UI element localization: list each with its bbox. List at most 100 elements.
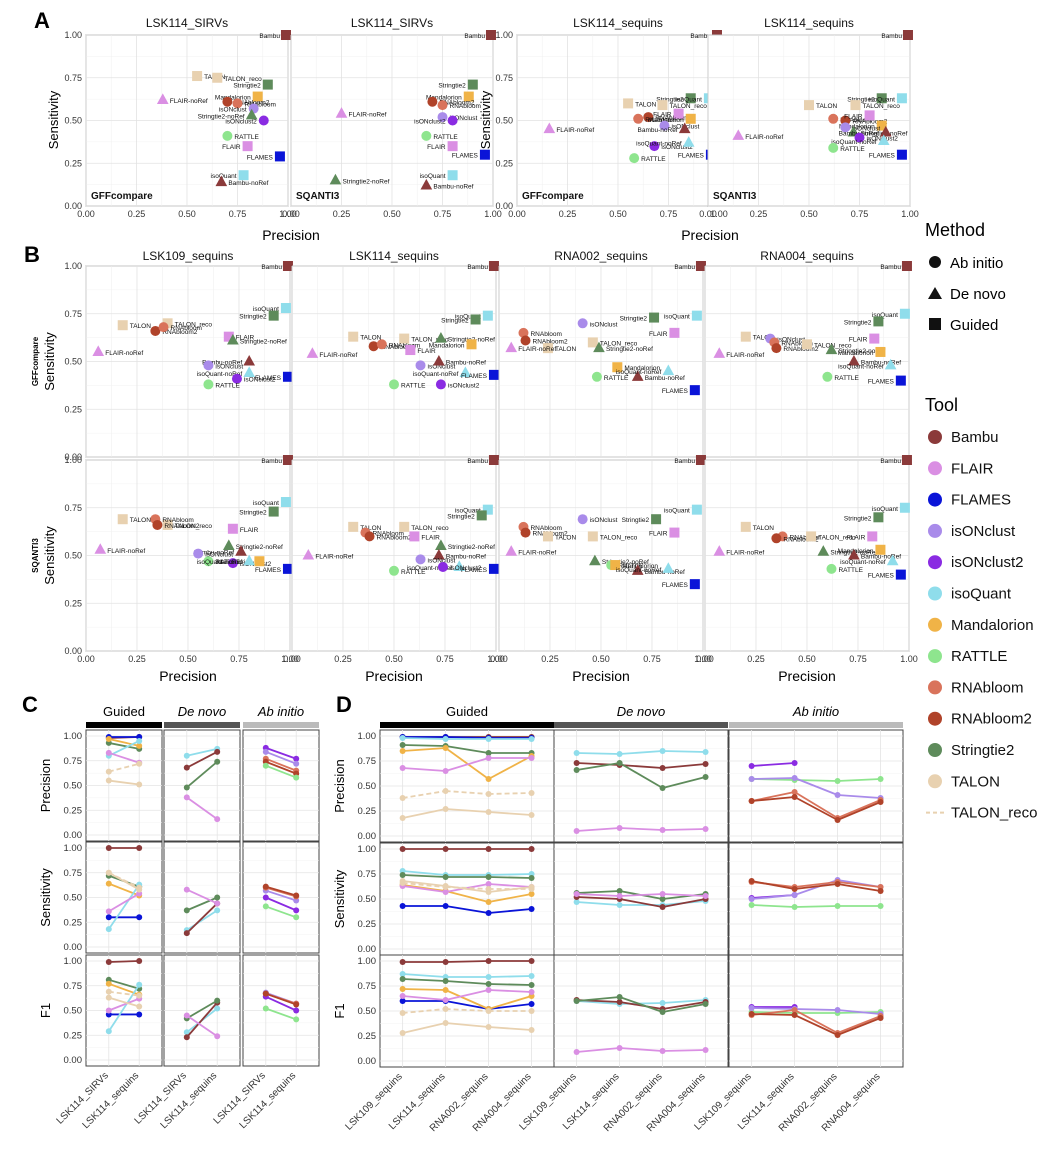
series-line-rnabloom2 [837,1017,881,1036]
series-point-rattle [262,903,269,910]
y-tick-label: 0.25 [64,404,82,414]
marker-rnabloom2 [520,527,531,538]
series-line-talon [402,808,446,819]
y-axis-title: F1 [38,1003,53,1018]
series-point-bambu [485,846,492,852]
point-label: FLAMES [255,567,282,574]
marker-isoquant-noref [453,560,466,571]
series-point-talon_reco [485,791,492,797]
y-tick-label: 0.50 [358,1006,377,1017]
marker-flair [242,141,253,152]
marker-isoquant [899,308,910,319]
series-point-rattle [877,903,884,909]
point-label: Stringtie2 [620,316,648,323]
marker-flair-noref [156,93,169,105]
marker-rattle [222,130,233,141]
series-line-stringtie2-noref [662,1003,706,1013]
marker-flair [669,327,680,338]
point-label: TALON [130,323,151,330]
point-label: FLAMES [662,582,689,589]
series-line-rnabloom2 [794,1014,838,1036]
point-label: FLAMES [452,153,479,160]
point-label: isoQuant [253,306,279,313]
point-label: isoQuant-noRef [616,567,662,574]
marker-rnabloom2 [222,96,233,107]
group-header-label: Ab initio [257,704,304,719]
y-tick-label: 1.00 [495,30,513,40]
point-label: isoQuant-noRef [616,369,662,376]
y-tick-label: 0.25 [64,1030,83,1041]
point-label: TALON [753,525,774,532]
y-tick-label: 1.00 [64,843,83,854]
series-point-rnabloom2 [293,892,300,899]
series-line-flair [402,885,446,893]
series-line-stringtie2 [488,876,532,879]
y-tick-label: 0.25 [64,805,83,816]
y-tick-label: 0.25 [64,917,83,928]
series-line-isonclust [265,751,297,765]
marker-talon [542,531,553,542]
series-line-flair-noref [619,893,663,897]
point-label: RNAbloom [389,342,420,349]
marker-isoquant-noref [886,554,899,566]
marker-isoquant [447,170,458,181]
point-label: isONclust [777,337,805,344]
series-line-rnabloom [837,1015,881,1034]
point-label: RNAbloom [530,331,561,338]
legend-tool-label: isONclust [951,523,1016,540]
point-label: FLAIR [421,534,440,541]
series-point-flair [105,1007,112,1014]
legend-tool-label: RNAbloom2 [951,711,1032,728]
series-point-stringtie2-noref [702,774,709,780]
y-tick-label: 1.00 [64,731,83,742]
series-line-rnabloom [265,757,297,772]
series-point-isoquant [105,1028,112,1035]
series-line-talon [445,808,489,813]
x-tick-label: 0.50 [609,209,627,219]
marker-isoquant-noref [682,136,695,147]
series-line-isoquant [488,975,532,978]
marker-isonclust [659,120,670,131]
series-line-rnabloom2 [751,796,795,802]
series-line-rnabloom [794,1009,839,1034]
y-axis-title: F1 [332,1003,347,1018]
marker-stringtie2-noref [222,539,235,550]
series-line-isoquant [402,737,446,740]
point-label: FLAIR-noRef [745,134,783,141]
series-point-stringtie2-noref [616,888,623,894]
y-tick-label: 0.75 [64,73,82,83]
marker-stringtie2-noref [435,332,447,343]
marker-bambu [901,455,912,465]
series-point-flair-noref [183,1012,190,1019]
point-label: isoQuant [253,500,279,507]
point-label: Stringtie2-noRef [602,559,649,566]
marker-rnabloom2 [520,335,531,346]
series-point-isonclust2 [293,755,300,762]
point-label: Mandalorion [426,95,462,102]
series-line-flair-noref [576,827,620,832]
point-label: RNAbloom [450,103,481,110]
series-point-stringtie2-noref [183,907,190,914]
series-point-mandalorion [105,735,112,742]
x-tick-label: 0.50 [800,209,818,219]
series-point-isoquant [399,971,406,977]
series-line-stringtie2 [445,980,489,985]
series-point-bambu-noref [183,764,190,771]
y-tick-label: 0.25 [358,919,377,930]
series-point-talon_reco [136,884,143,891]
marker-flair-noref [505,545,518,556]
marker-flames [896,149,907,160]
series-line-flair-noref [662,828,706,831]
panel-label-d: D [336,692,352,717]
series-line-isonclust [751,894,795,900]
point-label: TALON [555,534,576,541]
marker-mandalorion [875,544,886,555]
marker-bambu-noref [879,125,892,137]
series-line-rnabloom2 [794,883,838,890]
marker-mandalorion [875,346,886,357]
marker-bambu-noref [215,175,228,187]
marker-isonclust2 [258,115,269,126]
series-point-isoquant [105,926,112,933]
series-line-isoquant [488,873,532,876]
